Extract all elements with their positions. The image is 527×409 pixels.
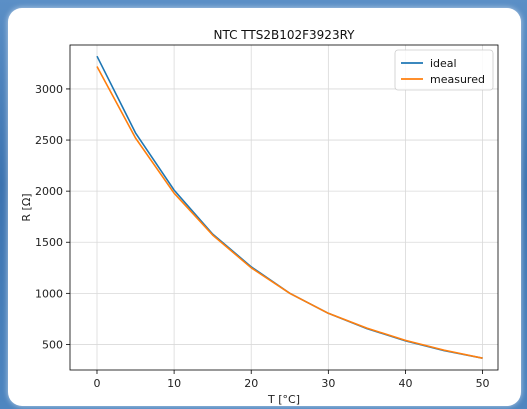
y-axis-label: R [Ω] — [20, 193, 33, 221]
x-tick-label: 50 — [476, 377, 490, 390]
legend-box — [394, 49, 494, 91]
y-tick-label: 2500 — [35, 134, 63, 147]
x-tick-label: 10 — [167, 377, 181, 390]
x-axis-label: T [°C] — [267, 393, 300, 406]
series-line-measured — [96, 66, 483, 359]
x-tick-label: 40 — [398, 377, 412, 390]
figure-card: 0 10 20 30 40 50 500 1000 1500 2000 2500 3000 NTC T… — [8, 8, 521, 406]
y-tick-label: 2000 — [35, 185, 63, 198]
y-tick-label: 1000 — [35, 287, 63, 300]
x-tick-label: 0 — [93, 377, 100, 390]
x-tick-label: 30 — [321, 377, 335, 390]
plot-frame — [69, 44, 499, 371]
legend-label-ideal: ideal — [430, 57, 457, 70]
chart: 0 10 20 30 40 50 500 1000 1500 2000 2500 3000 NTC T… — [20, 28, 499, 406]
y-tick-label: 500 — [42, 338, 63, 351]
y-tick-label: 3000 — [35, 83, 63, 96]
legend: ideal measured — [394, 49, 494, 91]
x-tick-label: 20 — [244, 377, 258, 390]
y-tick-label: 1500 — [35, 236, 63, 249]
series-line-ideal — [96, 55, 483, 359]
chart-title: NTC TTS2B102F3923RY — [214, 28, 356, 42]
legend-label-measured: measured — [430, 73, 485, 86]
